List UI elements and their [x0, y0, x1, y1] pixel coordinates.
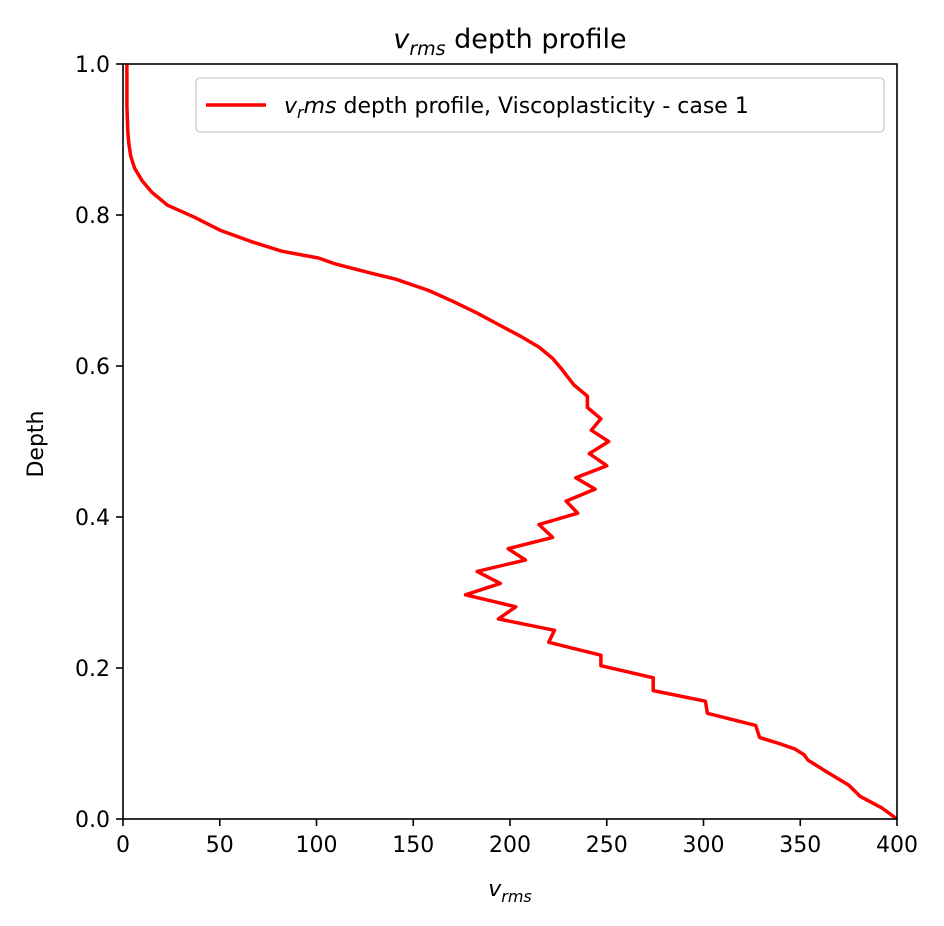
x-tick-label: 150	[392, 833, 434, 858]
x-axis-label: vrms	[488, 877, 532, 906]
legend-box	[195, 77, 885, 133]
series-line	[125, 64, 897, 819]
chart-title-subscript: rms	[409, 38, 445, 60]
x-tick-label: 100	[296, 833, 338, 858]
y-tick-label: 0.8	[75, 204, 110, 229]
x-tick-label: 300	[683, 833, 725, 858]
legend-label: vrms depth profile, Viscoplasticity - ca…	[284, 94, 749, 122]
chart-title-rest: depth profile	[446, 24, 627, 55]
x-tick-label: 350	[779, 833, 821, 858]
chart-title: vrms depth profile	[393, 24, 626, 60]
legend: vrms depth profile, Viscoplasticity - ca…	[195, 77, 885, 133]
x-tick-label: 0	[116, 833, 130, 858]
legend-label-subscript: r	[297, 103, 305, 122]
plot-area-frame	[122, 63, 898, 820]
chart-title-symbol: v	[393, 24, 410, 55]
x-axis-label-subscript: rms	[501, 887, 532, 906]
y-tick-label: 0.2	[75, 657, 110, 682]
legend-label-italic-tail: ms	[304, 94, 337, 119]
legend-label-symbol: v	[284, 94, 298, 119]
axis-ticks: 0 50 100 150 200 250 300 350 400 0.0 0.2 0.4 0.6 0.8 1…	[75, 53, 918, 858]
y-tick-label: 0.4	[75, 506, 110, 531]
y-tick-label: 1.0	[75, 53, 110, 78]
x-tick-label: 50	[206, 833, 234, 858]
y-tick-label: 0.6	[75, 355, 110, 380]
legend-label-rest: depth profile, Viscoplasticity - case 1	[337, 94, 749, 119]
x-axis-label-symbol: v	[488, 877, 502, 902]
x-tick-label: 250	[586, 833, 628, 858]
y-tick-label: 0.0	[75, 808, 110, 833]
series-layer	[125, 64, 897, 819]
x-tick-label: 400	[876, 833, 918, 858]
y-axis-label: Depth	[24, 410, 49, 477]
x-tick-label: 200	[489, 833, 531, 858]
